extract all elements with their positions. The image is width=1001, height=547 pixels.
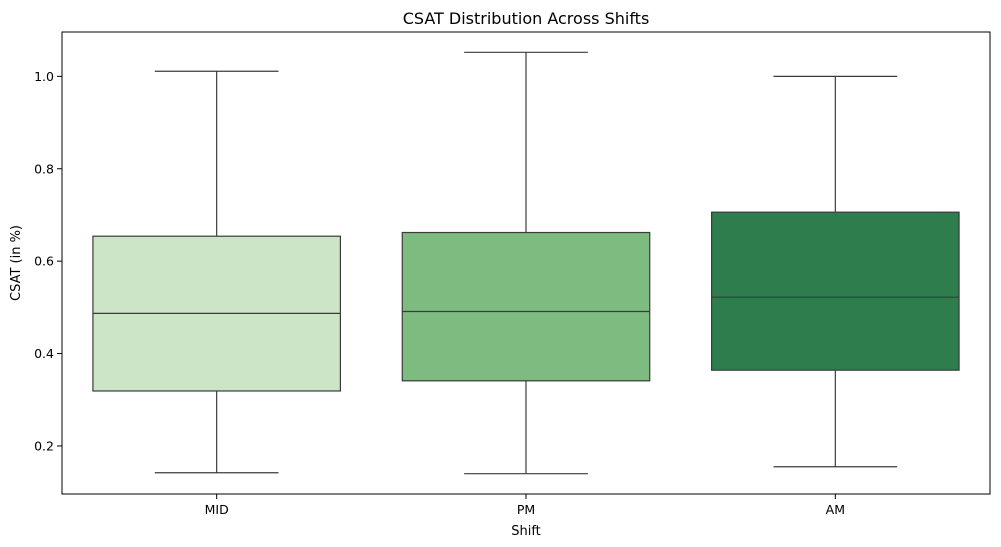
x-tick-label: PM xyxy=(517,502,535,517)
y-tick-label: 1.0 xyxy=(34,69,54,84)
box-pm xyxy=(401,51,651,475)
iqr-box xyxy=(401,231,651,382)
y-axis: 0.2 0.4 0.6 0.8 1.0 xyxy=(34,69,62,453)
x-axis: MID PM AM xyxy=(205,494,845,517)
y-tick-label: 0.2 xyxy=(34,438,54,453)
x-tick-label: MID xyxy=(205,502,229,517)
y-axis-label: CSAT (in %) xyxy=(9,225,24,301)
box-series xyxy=(92,51,960,475)
box-am xyxy=(710,75,960,468)
y-tick-label: 0.8 xyxy=(34,161,54,176)
chart-title: CSAT Distribution Across Shifts xyxy=(403,9,650,28)
x-tick-label: AM xyxy=(826,502,845,517)
iqr-box xyxy=(710,211,960,371)
box-mid xyxy=(92,70,341,474)
y-tick-label: 0.6 xyxy=(34,254,54,269)
y-tick-label: 0.4 xyxy=(34,346,54,361)
x-axis-label: Shift xyxy=(511,524,541,539)
